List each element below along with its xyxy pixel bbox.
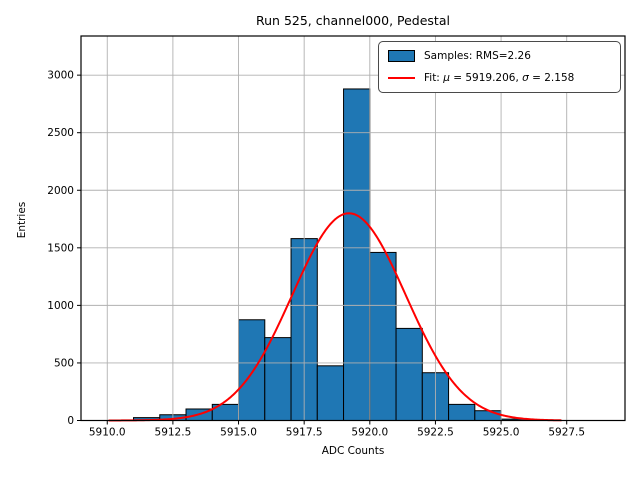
histogram-bar	[343, 88, 371, 422]
chart-title: Run 525, channel000, Pedestal	[256, 13, 450, 28]
histogram-bar	[264, 337, 292, 421]
axes-spines	[80, 35, 626, 422]
y-tick-label: 2500	[47, 127, 74, 139]
x-tick-label: 5912.5	[155, 427, 192, 439]
x-tick-label: 5920.0	[351, 427, 388, 439]
y-tick-label: 3000	[47, 70, 74, 82]
x-tick-label: 5915.0	[220, 427, 257, 439]
histogram-bar	[448, 403, 476, 422]
histogram-bar	[474, 410, 502, 421]
histogram-bar	[369, 251, 397, 421]
y-tick-label: 2000	[47, 185, 74, 197]
histogram-bar	[316, 365, 345, 421]
x-tick-label: 5917.5	[286, 427, 323, 439]
legend-samples-label: Samples: RMS=2.26	[424, 50, 531, 62]
fit-curve	[108, 212, 562, 422]
y-tick-label: 0	[67, 415, 74, 427]
y-tick-label: 1500	[47, 242, 74, 254]
legend-entry-fit: Fit: μ = 5919.206, σ = 2.158	[388, 67, 614, 89]
x-tick-label: 5925.0	[483, 427, 520, 439]
histogram-bar	[238, 319, 266, 421]
histogram-bar	[395, 327, 423, 422]
legend: Samples: RMS=2.26 Fit: μ = 5919.206, σ =…	[378, 41, 621, 93]
legend-entry-samples: Samples: RMS=2.26	[388, 45, 614, 67]
fit-line-swatch-icon	[388, 77, 415, 79]
y-axis-label: Entries	[16, 201, 28, 239]
x-tick-label: 5910.0	[89, 427, 126, 439]
x-tick-label: 5922.5	[417, 427, 454, 439]
y-tick-label: 500	[54, 357, 74, 369]
legend-fit-label: Fit: μ = 5919.206, σ = 2.158	[424, 72, 575, 84]
x-axis-label: ADC Counts	[321, 445, 385, 457]
y-tick-label: 1000	[47, 300, 74, 312]
x-tick-label: 5927.5	[548, 427, 585, 439]
histogram-swatch-icon	[388, 50, 415, 62]
